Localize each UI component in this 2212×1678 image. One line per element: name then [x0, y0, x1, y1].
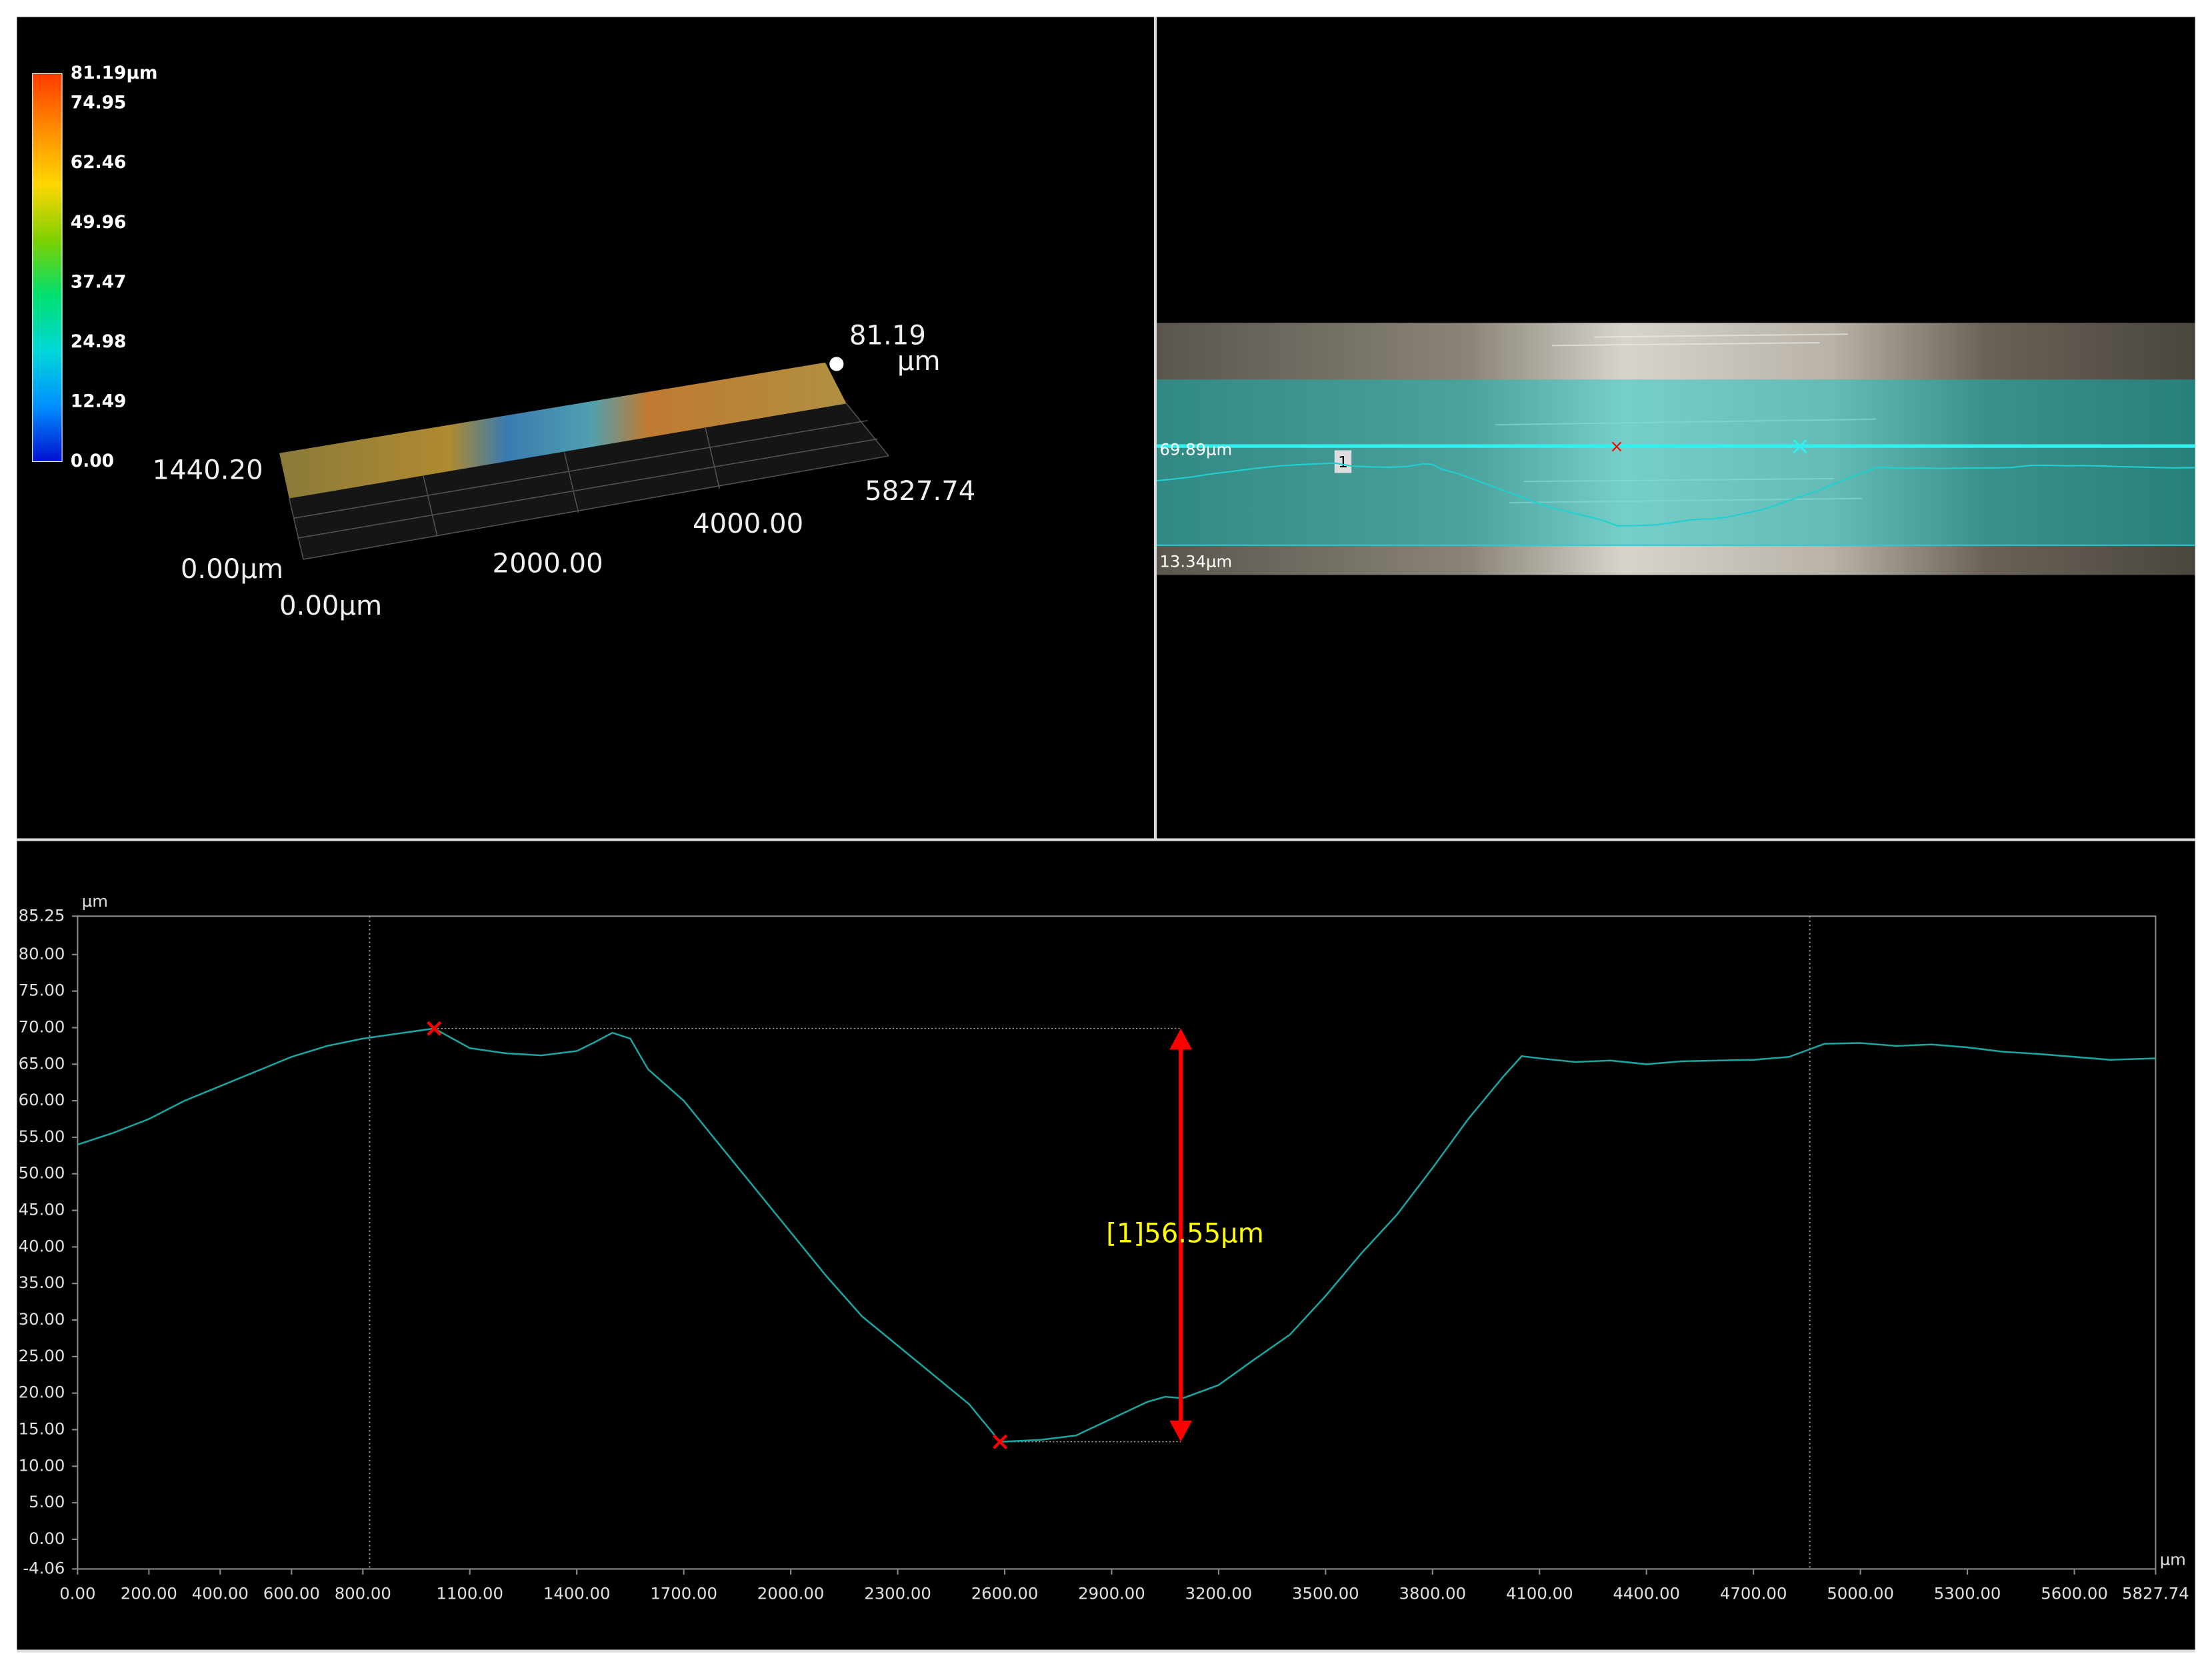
x-tick-label: 4700.00: [1720, 1584, 1787, 1603]
x-tick-label: 2900.00: [1078, 1584, 1145, 1603]
selection-band: [1157, 379, 2195, 545]
x-tick-label: 4400.00: [1613, 1584, 1680, 1603]
y-tick-label: 85.25: [19, 905, 65, 925]
colorbar-label: 62.46: [71, 152, 127, 173]
y-tick-label: 80.00: [19, 944, 65, 963]
x-tick-label: 3800.00: [1399, 1584, 1467, 1603]
axis-label: 4000.00: [693, 509, 803, 539]
colorbar: [32, 73, 63, 462]
3d-view: 81.19 µm 1440.20 0.00µm 0.00µm 2000.00 4…: [153, 320, 976, 621]
colorbar-label: 0.00: [71, 451, 114, 471]
y-tick-label: 60.00: [19, 1090, 65, 1109]
image-profile-line: [1157, 462, 2195, 527]
x-tick-label: 1700.00: [650, 1584, 717, 1603]
y-tick-label: 45.00: [19, 1200, 65, 1219]
y-tick-label: 0.00: [29, 1529, 65, 1548]
y-tick-label: 75.00: [19, 981, 65, 1000]
colorbar-label: 49.96: [71, 212, 127, 233]
y-tick-label: 10.00: [19, 1455, 65, 1475]
point-marker: [427, 1021, 442, 1036]
peak-marker: [829, 357, 844, 371]
x-tick-label: 2300.00: [864, 1584, 931, 1603]
axis-label: 81.19: [849, 320, 926, 351]
y-tick-label: 40.00: [19, 1236, 65, 1255]
axis-label: 0.00µm: [181, 554, 283, 585]
level-label: 69.89µm: [1159, 439, 1232, 459]
y-tick-label: 65.00: [19, 1053, 65, 1073]
arrow-head: [1169, 1028, 1193, 1050]
x-tick-label: 3200.00: [1185, 1584, 1253, 1603]
x-tick-label: 800.00: [335, 1584, 391, 1603]
point-marker: [993, 1434, 1008, 1449]
axis-label: 5827.74: [865, 476, 975, 507]
image-view: 69.89µm 13.34µm 1 × ×: [1157, 323, 2195, 575]
x-tick-label: 5000.00: [1827, 1584, 1894, 1603]
arrow-head: [1169, 1420, 1193, 1442]
background: [17, 17, 2195, 1650]
point-marker: ×: [1609, 436, 1623, 456]
y-tick-label: 55.00: [19, 1127, 65, 1146]
axis-label: µm: [897, 346, 941, 377]
axis-label: 1440.20: [153, 455, 263, 485]
x-tick-label: 0.00: [59, 1584, 95, 1603]
y-tick-label: -4.06: [23, 1558, 65, 1577]
x-tick-label: 1100.00: [436, 1584, 503, 1603]
y-tick-label: 20.00: [19, 1383, 65, 1402]
colorbar-label: 74.95: [71, 93, 127, 113]
y-tick-label: 5.00: [29, 1492, 65, 1511]
y-unit: µm: [82, 891, 108, 911]
colorbar-label: 37.47: [71, 271, 127, 292]
y-tick-label: 35.00: [19, 1273, 65, 1292]
profile-line: [77, 1027, 2156, 1443]
x-tick-label: 5827.74: [2122, 1584, 2189, 1603]
x-tick-label: 200.00: [121, 1584, 177, 1603]
sample-image: [1157, 323, 2195, 575]
y-tick-label: 50.00: [19, 1163, 65, 1183]
cursor-marker: ×: [1789, 431, 1811, 461]
x-unit: µm: [2160, 1550, 2186, 1569]
x-tick-label: 1400.00: [543, 1584, 611, 1603]
scratch-texture: [1495, 333, 1877, 504]
x-tick-label: 600.00: [263, 1584, 320, 1603]
colorbar-label: 12.49: [71, 391, 127, 411]
sample-surface: [279, 362, 847, 499]
grid-3d: [289, 403, 889, 560]
level-label: 13.34µm: [1159, 551, 1232, 571]
colorbar-label: 24.98: [71, 331, 127, 352]
measurement-label: [1]56.55µm: [1106, 1219, 1264, 1249]
y-tick-label: 25.00: [19, 1346, 65, 1365]
y-tick-label: 70.00: [19, 1017, 65, 1036]
x-tick-label: 5600.00: [2041, 1584, 2108, 1603]
x-tick-label: 3500.00: [1292, 1584, 1359, 1603]
y-tick-label: 15.00: [19, 1419, 65, 1438]
marker-tag-label: 1: [1338, 453, 1348, 471]
axis-label: 2000.00: [493, 548, 603, 579]
x-tick-label: 2600.00: [971, 1584, 1039, 1603]
axis-label: 0.00µm: [279, 591, 382, 621]
y-tick-label: 30.00: [19, 1309, 65, 1329]
colorbar-label: 81.19µm: [71, 63, 158, 83]
x-tick-label: 400.00: [192, 1584, 249, 1603]
x-tick-label: 5300.00: [1934, 1584, 2001, 1603]
x-tick-label: 4100.00: [1506, 1584, 1573, 1603]
marker-tag: [1334, 450, 1352, 473]
x-tick-label: 2000.00: [757, 1584, 825, 1603]
plot-frame: [77, 915, 2157, 1570]
